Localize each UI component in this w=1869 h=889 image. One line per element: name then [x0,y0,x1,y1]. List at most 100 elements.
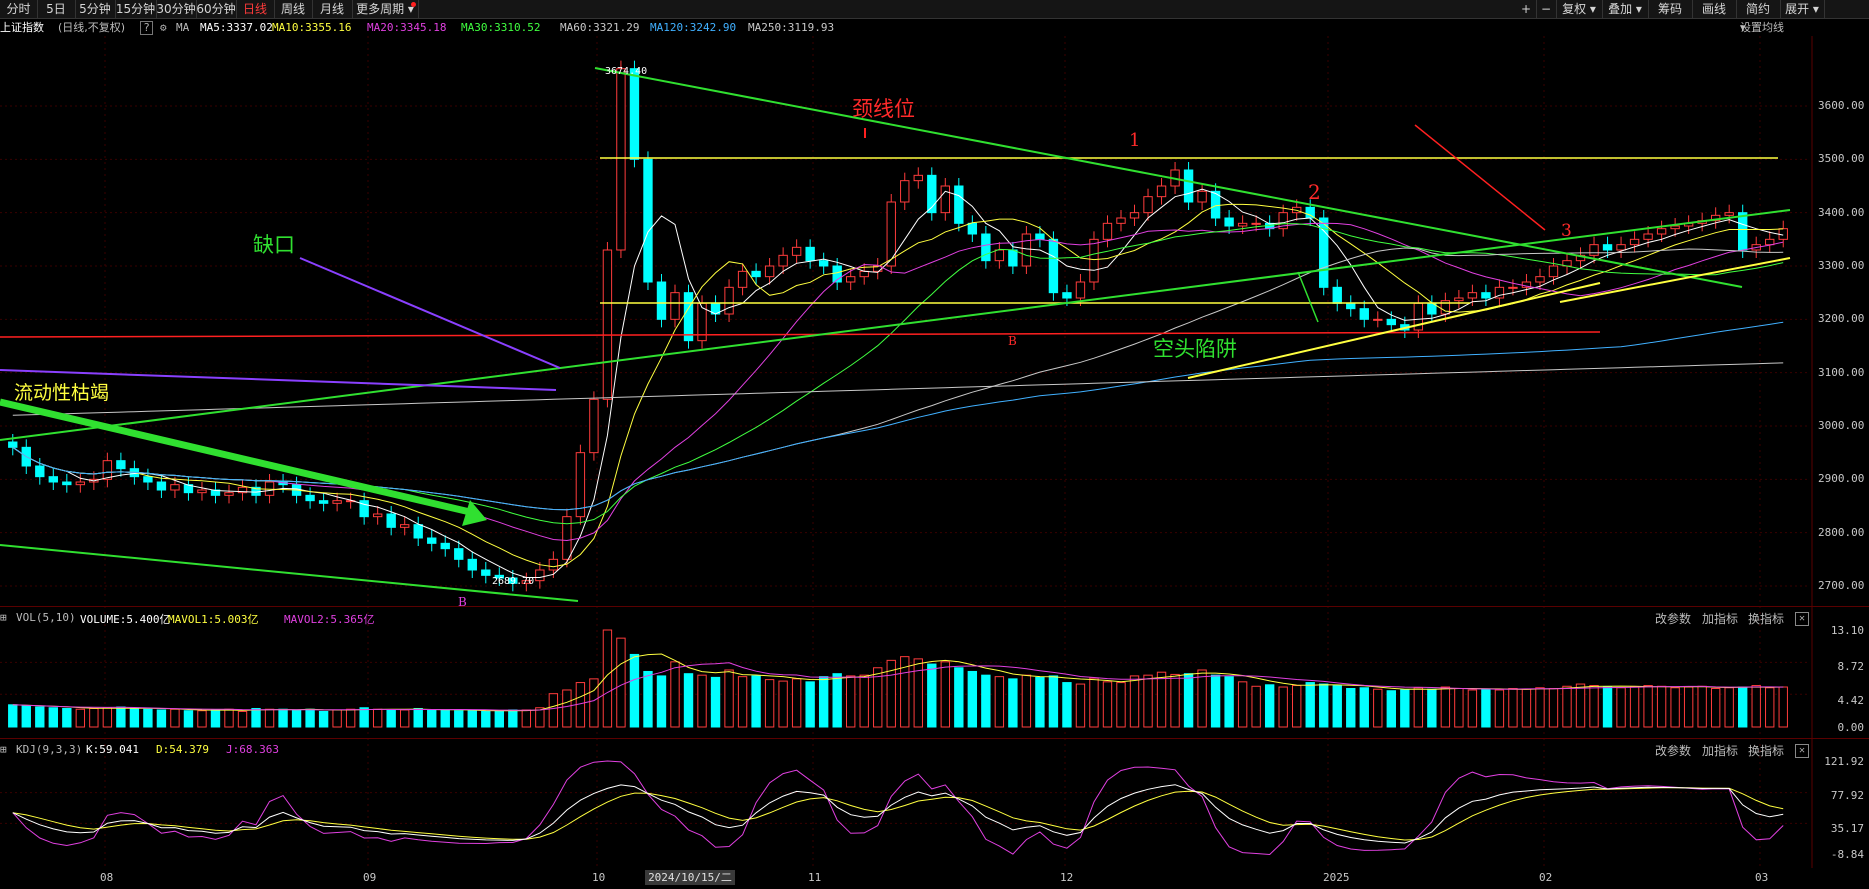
kdj-switch-indicator-button[interactable]: 换指标 [1748,744,1785,758]
vol-edit-params-button[interactable]: 改参数 [1655,612,1692,626]
volume-bar [1332,685,1342,728]
price-tick: 2700.00 [1818,579,1865,592]
close-icon[interactable]: ✕ [1795,612,1809,626]
candle-body [1454,297,1464,302]
overlay-button[interactable]: 叠加 ▾ [1602,0,1649,18]
help-button[interactable]: ? [140,21,153,35]
volume-bar [1359,687,1369,728]
volume-bar [1183,673,1194,728]
candle-body [359,500,369,518]
candle-body [454,548,464,560]
tab-monthly[interactable]: 月线 [312,0,353,18]
kdj-k-line [12,784,1784,844]
adjust-button[interactable]: 复权 ▾ [1556,0,1603,18]
tab-weekly[interactable]: 周线 [274,0,313,18]
candle-body [143,476,153,483]
candle-body [1778,228,1788,240]
candle-body [602,249,613,400]
volume-bar [1251,685,1261,728]
volume-bar [116,706,126,728]
candle-body [1589,244,1599,256]
volume-bar [400,709,410,728]
gear-icon[interactable]: ⚙ [160,21,167,34]
candle-body [427,537,437,544]
volume-bar [805,681,815,728]
candle-body [1008,249,1018,267]
vol-switch-indicator-button[interactable]: 换指标 [1748,612,1785,626]
volume-bar [1765,687,1775,728]
candle-body [751,270,761,278]
kdj-panel-divider [0,738,1869,739]
candle-body [778,254,788,267]
tab-daily[interactable]: 日线 [236,0,275,18]
volume-bar [1264,684,1275,728]
candle-body [116,460,126,470]
volume-bar [1413,687,1424,728]
kdj-tick: 121.92 [1824,755,1864,768]
candle-body [1521,281,1532,288]
volume-bar [1521,688,1532,728]
candle-body [1359,308,1369,320]
candle-body [1670,225,1680,230]
volume-bar [1778,686,1788,728]
volume-bar [318,710,329,728]
zoom-in-button[interactable]: + [1516,0,1537,18]
time-tick: 02 [1539,871,1553,884]
candle-body [508,577,518,584]
volume-tick: 4.42 [1837,694,1865,707]
time-tick: 12 [1060,871,1074,884]
draw-line-button[interactable]: 画线 [1692,0,1737,18]
candle-body [886,201,896,267]
tab-15min[interactable]: 15分钟 [115,0,157,18]
candle-body [197,489,207,494]
volume-bar [629,653,640,728]
tab-30min[interactable]: 30分钟 [156,0,197,18]
vol-add-indicator-button[interactable]: 加指标 [1702,612,1739,626]
tab-60min[interactable]: 60分钟 [196,0,237,18]
volume-bar [764,679,775,728]
time-tick: 11 [808,871,822,884]
candle-body [1075,281,1086,299]
chevron-down-icon: ▾ [1586,2,1596,16]
kdj-k-value: K:59.041 [86,743,139,756]
mavol2-line [12,662,1784,711]
kdj-tick: 77.92 [1830,789,1864,802]
volume-bar [1494,689,1505,728]
rising-support-line [1559,257,1791,303]
tab-intraday[interactable]: 分时 [0,0,38,18]
mavol1-line [12,653,1784,712]
neckline-annotation: 颈线位 [852,97,915,121]
candle-body [1237,222,1248,227]
candle-body [900,180,910,203]
volume-bar [846,675,856,728]
simple-button[interactable]: 简约 [1736,0,1781,18]
kdj-edit-params-button[interactable]: 改参数 [1655,744,1692,758]
zoom-out-button[interactable]: − [1536,0,1557,18]
bear-trap-annotation: 空头陷阱 [1153,337,1237,361]
volume-bar [1170,673,1180,728]
volume-ma-lines [12,653,1784,712]
close-icon[interactable]: ✕ [1795,744,1809,758]
volume-bar [427,709,437,728]
volume-bar [683,673,694,728]
volume-bar [656,675,667,728]
candle-body [75,481,86,486]
volume-bar [21,705,31,728]
volume-bar [886,659,896,728]
tab-more-periods[interactable]: 更多周期 ▾ [352,0,419,18]
candle-body [170,484,180,491]
red-horizontal-line [0,331,1601,338]
tab-5day[interactable]: 5日 [37,0,76,18]
candle-body [467,558,477,571]
chips-button[interactable]: 筹码 [1648,0,1693,18]
volume-bar [237,710,248,728]
volume-bar [1656,685,1667,728]
chevron-down-icon: ▾ [1809,2,1819,16]
tab-5min[interactable]: 5分钟 [75,0,116,18]
expand-button[interactable]: 展开 ▾ [1780,0,1825,18]
bear-trap-support-line [1187,282,1601,379]
candle-body [440,542,450,550]
arrow-head-icon [462,500,487,526]
kdj-add-indicator-button[interactable]: 加指标 [1702,744,1739,758]
